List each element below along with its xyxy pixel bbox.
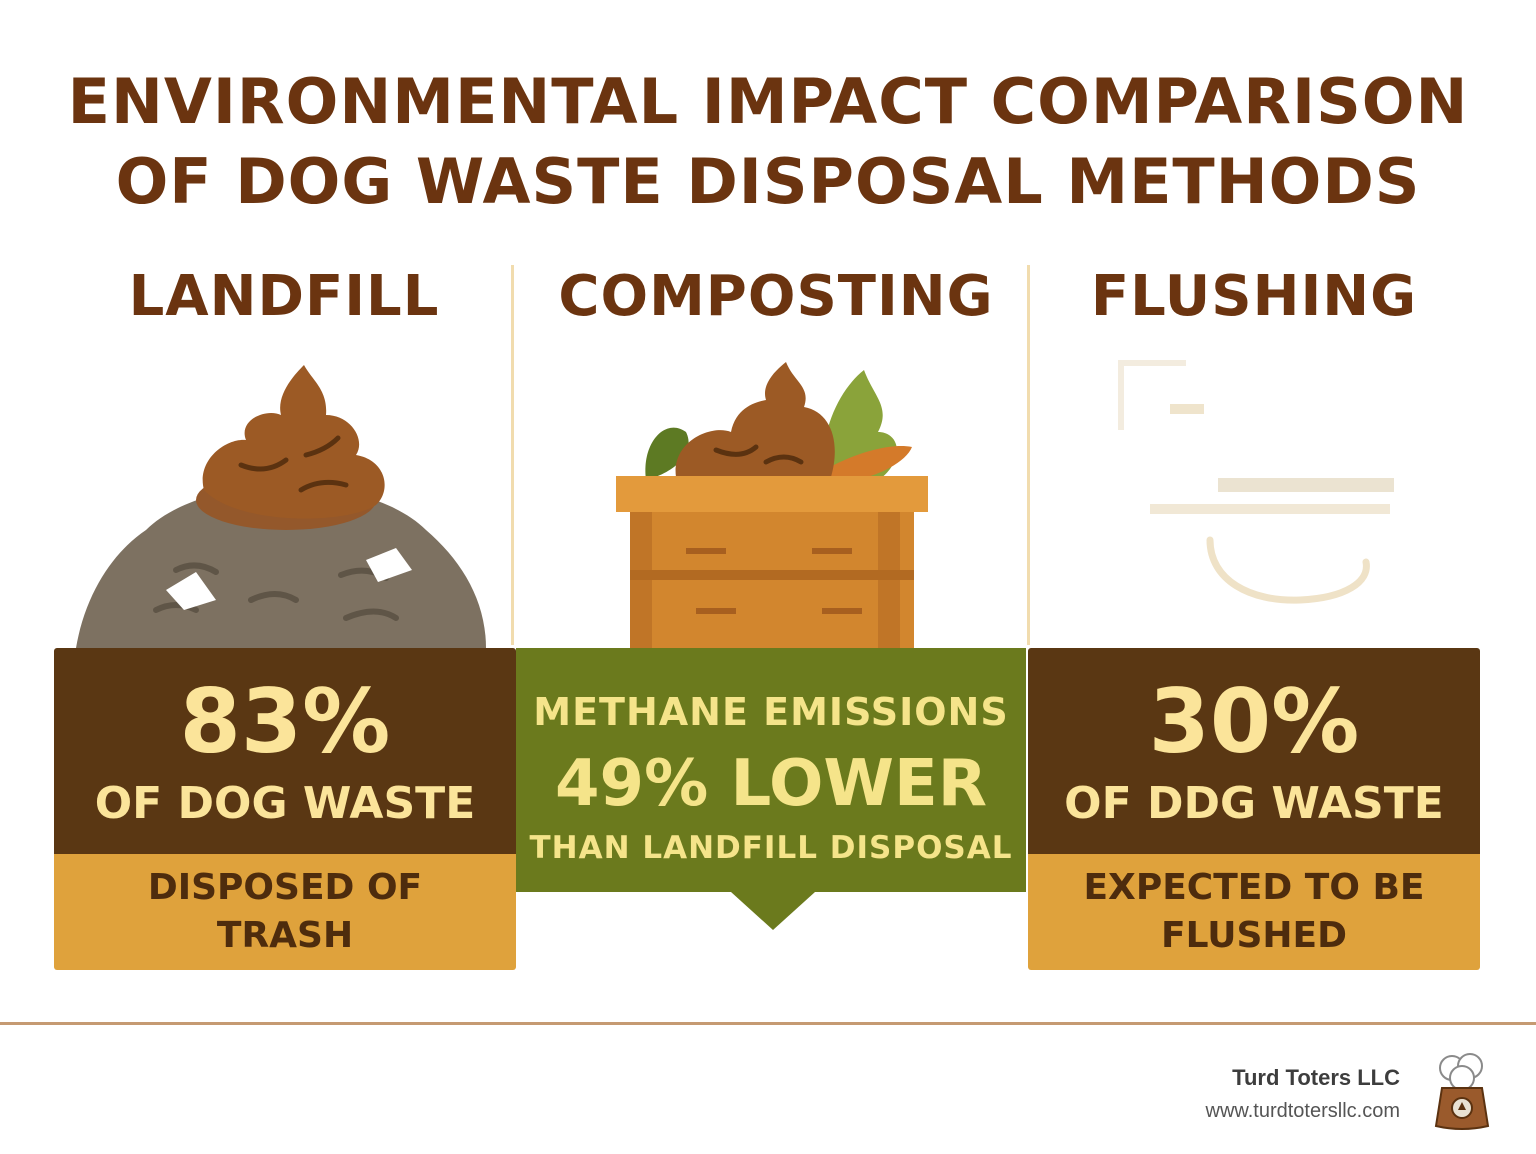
flushing-percentage: 30%: [1148, 670, 1360, 773]
flushing-stat-top: 30% OF DDG WASTE: [1028, 648, 1480, 854]
heading-flushing: FLUSHING: [1090, 264, 1418, 329]
page-title: ENVIRONMENTAL IMPACT COMPARISON OF DOG W…: [0, 62, 1536, 222]
flushing-stat-label: OF DDG WASTE: [1064, 778, 1444, 829]
compost-crate-icon: [616, 362, 928, 648]
callout-pointer: [731, 892, 815, 930]
landfill-footer-text: DISPOSED OF TRASH: [147, 867, 423, 956]
landfill-stat-footer: DISPOSED OF TRASH: [54, 854, 516, 970]
waste-bag-icon: [1434, 1053, 1490, 1130]
footer-divider: [0, 1022, 1536, 1025]
heading-landfill: LANDFILL: [128, 264, 440, 329]
heading-composting: COMPOSTING: [558, 264, 994, 329]
toilet-icon: [1118, 360, 1394, 604]
title-line-2: OF DOG WASTE DISPOSAL METHODS: [115, 145, 1421, 218]
brand-name: Turd Toters LLC: [1232, 1065, 1400, 1090]
composting-line-3: THAN LANDFILL DISPOSAL: [529, 830, 1013, 866]
composting-line-1: METHANE EMISSIONS: [533, 690, 1009, 734]
composting-callout: METHANE EMISSIONS 49% LOWER THAN LANDFIL…: [516, 648, 1026, 892]
flushing-footer-text: EXPECTED TO BE FLUSHED: [1083, 867, 1425, 956]
column-divider: [1027, 265, 1030, 645]
landfill-percentage: 83%: [179, 670, 391, 773]
flushing-stat-footer: EXPECTED TO BE FLUSHED: [1028, 854, 1480, 970]
brand-url: www.turdtotersllc.com: [1205, 1100, 1401, 1122]
flushing-stat-card: 30% OF DDG WASTE EXPECTED TO BE FLUSHED: [1028, 648, 1480, 970]
composting-line-2: 49% LOWER: [555, 747, 987, 821]
landfill-stat-label: OF DOG WASTE: [94, 778, 476, 829]
poop-on-trash-pile-icon: [76, 365, 486, 648]
landfill-stat-top: 83% OF DOG WASTE: [54, 648, 516, 854]
landfill-stat-card: 83% OF DOG WASTE DISPOSED OF TRASH: [54, 648, 516, 970]
column-divider: [511, 265, 514, 645]
title-line-1: ENVIRONMENTAL IMPACT COMPARISON: [67, 65, 1469, 138]
